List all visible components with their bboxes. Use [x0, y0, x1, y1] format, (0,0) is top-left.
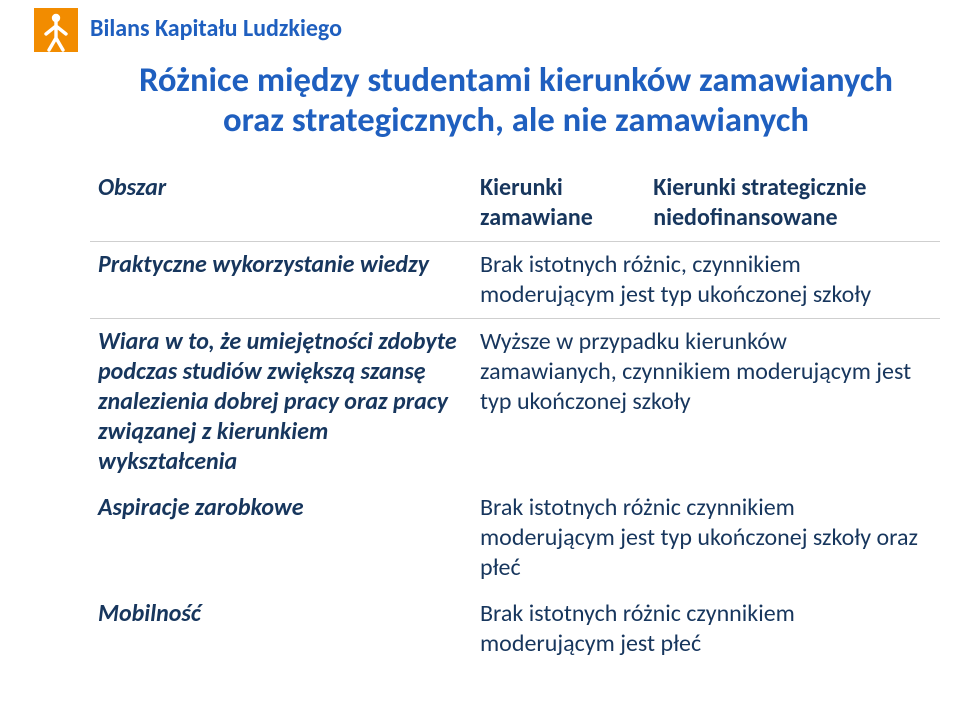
row-label: Aspiracje zarobkowe	[90, 485, 472, 591]
col-header-niedo-l2: niedofinansowane	[653, 203, 837, 232]
title-line-1: Różnice między studentami kierunków zama…	[90, 61, 942, 101]
title-line-2: oraz strategicznych, ale nie zamawianych	[90, 101, 942, 141]
row-value: Wyższe w przypadku kierunków zamawianych…	[472, 318, 940, 485]
row-value: Brak istotnych różnic czynnikiem moderuj…	[472, 591, 940, 667]
row-value: Brak istotnych różnic, czynnikiem moderu…	[472, 241, 940, 318]
brand-title: Bilans Kapitału Ludzkiego	[90, 14, 942, 43]
col-header-niedofinansowane: Kierunki strategicznie niedofinansowane	[645, 165, 940, 242]
slide-title: Różnice między studentami kierunków zama…	[90, 61, 942, 141]
table-header-row: Obszar Kierunki zamawiane Kierunki strat…	[90, 165, 940, 242]
row-label: Wiara w to, że umiejętności zdobyte podc…	[90, 318, 472, 485]
col-header-zamawiane: Kierunki zamawiane	[472, 165, 645, 242]
col-header-zamawiane-l2: zamawiane	[480, 203, 593, 232]
row-label: Mobilność	[90, 591, 472, 667]
col-header-niedo-l1: Kierunki strategicznie	[653, 173, 866, 202]
col-header-zamawiane-l1: Kierunki	[480, 173, 563, 202]
table-row: Praktyczne wykorzystanie wiedzy Brak ist…	[90, 241, 940, 318]
slide-page: Bilans Kapitału Ludzkiego Różnice między…	[0, 0, 960, 704]
row-value: Brak istotnych różnic czynnikiem moderuj…	[472, 485, 940, 591]
row-label: Praktyczne wykorzystanie wiedzy	[90, 241, 472, 318]
table-row: Aspiracje zarobkowe Brak istotnych różni…	[90, 485, 940, 591]
table-row: Wiara w to, że umiejętności zdobyte podc…	[90, 318, 940, 485]
content-table: Obszar Kierunki zamawiane Kierunki strat…	[90, 165, 940, 667]
table-row: Mobilność Brak istotnych różnic czynniki…	[90, 591, 940, 667]
brand-logo-icon	[34, 8, 78, 52]
col-header-obszar: Obszar	[90, 165, 472, 242]
